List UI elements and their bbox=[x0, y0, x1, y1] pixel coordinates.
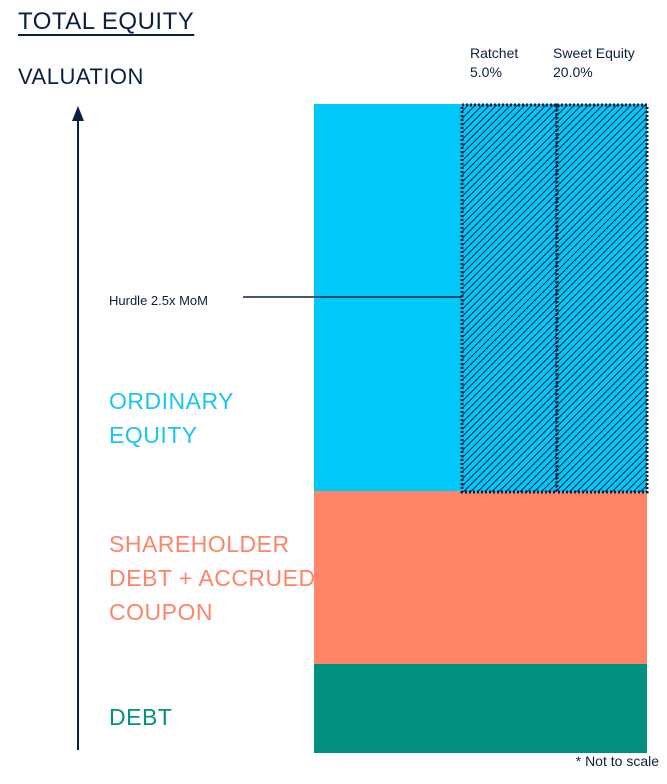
ordinary-equity-line1: ORDINARY bbox=[109, 388, 234, 414]
shareholder-debt-line2: DEBT + ACCRUED bbox=[109, 565, 316, 591]
shareholder-debt-line1: SHAREHOLDER bbox=[109, 531, 290, 557]
valuation-axis-label: VALUATION bbox=[18, 64, 144, 89]
sweet-equity-value: 20.0% bbox=[553, 64, 593, 80]
hurdle-label: Hurdle 2.5x MoM bbox=[109, 293, 208, 308]
diagram-title: TOTAL EQUITY bbox=[18, 8, 195, 35]
not-to-scale-note: * Not to scale bbox=[575, 753, 659, 769]
shareholder-debt-line3: COUPON bbox=[109, 599, 213, 625]
ratchet-hatched-block bbox=[460, 103, 559, 494]
debt-label: DEBT bbox=[109, 700, 172, 734]
debt-line1: DEBT bbox=[109, 704, 173, 730]
ordinary-equity-label: ORDINARY EQUITY bbox=[109, 384, 234, 452]
debt-block bbox=[314, 664, 647, 753]
shareholder-debt-label: SHAREHOLDER DEBT + ACCRUED COUPON bbox=[109, 527, 316, 629]
sweet-equity-hatched-block bbox=[555, 103, 649, 494]
ratchet-name: Ratchet bbox=[470, 45, 519, 61]
sweet-equity-name: Sweet Equity bbox=[553, 45, 635, 61]
ratchet-header: Ratchet 5.0% bbox=[470, 44, 518, 82]
sweet-equity-header: Sweet Equity 20.0% bbox=[553, 44, 635, 82]
ratchet-value: 5.0% bbox=[470, 64, 502, 80]
ordinary-equity-line2: EQUITY bbox=[109, 422, 198, 448]
shareholder-debt-block bbox=[314, 491, 647, 664]
valuation-axis-arrowhead bbox=[72, 106, 84, 121]
